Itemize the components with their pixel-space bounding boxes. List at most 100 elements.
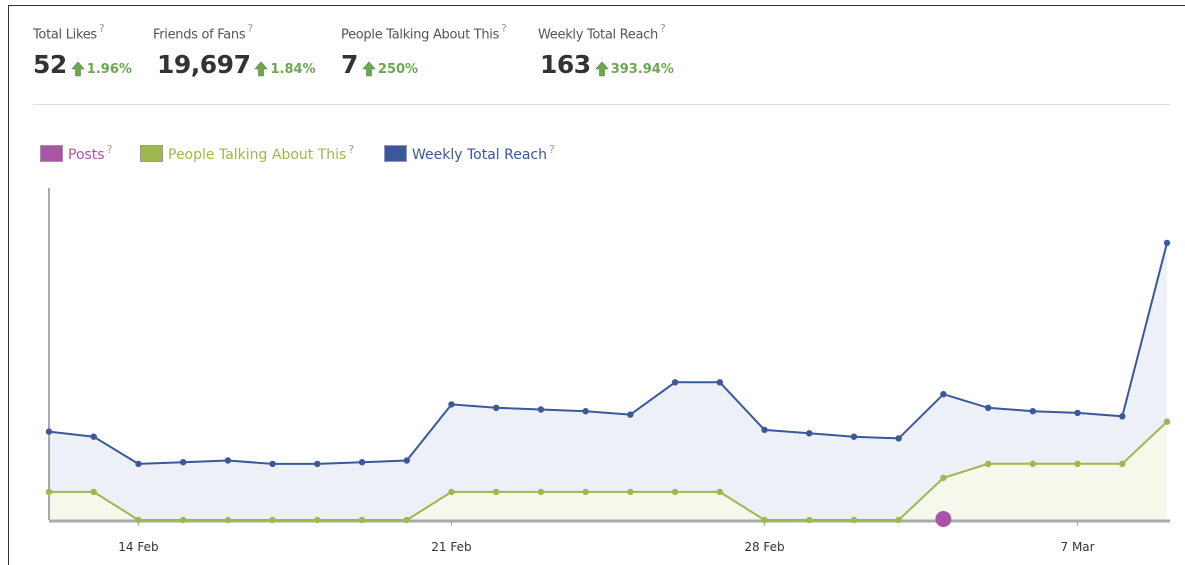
point bbox=[45, 488, 53, 496]
point bbox=[448, 401, 455, 408]
area bbox=[49, 242, 1167, 520]
point bbox=[403, 516, 410, 524]
point bbox=[45, 428, 53, 435]
point bbox=[179, 459, 187, 466]
help-icon[interactable]: ? bbox=[247, 22, 254, 35]
stat-change: 393.94% bbox=[610, 62, 674, 77]
point bbox=[179, 516, 187, 524]
legend-swatch bbox=[384, 145, 407, 162]
point bbox=[895, 435, 902, 442]
arrow-shape bbox=[362, 61, 376, 76]
frame-border bbox=[8, 5, 9, 565]
point bbox=[850, 516, 858, 524]
frame-border bbox=[8, 5, 1185, 6]
stat-value-box: 19,697 1.84% bbox=[157, 50, 316, 79]
point bbox=[1119, 413, 1126, 420]
stat-change: 1.84% bbox=[270, 62, 316, 77]
point bbox=[537, 488, 545, 496]
stat-value: 52 bbox=[33, 50, 67, 79]
point bbox=[850, 433, 858, 440]
legend-swatch bbox=[40, 145, 63, 162]
help-icon[interactable]: ? bbox=[107, 143, 113, 156]
legend-label: Weekly Total Reach bbox=[412, 147, 547, 163]
stat-label-box: Total Likes? bbox=[33, 22, 105, 42]
point bbox=[582, 408, 589, 415]
point bbox=[224, 516, 232, 524]
point bbox=[1074, 460, 1081, 468]
stat-label: Total Likes bbox=[33, 27, 97, 43]
point bbox=[895, 516, 902, 524]
separator bbox=[33, 104, 1170, 105]
point bbox=[269, 460, 276, 468]
point bbox=[90, 433, 97, 440]
point bbox=[314, 460, 321, 468]
point bbox=[984, 460, 992, 468]
stat-change: 250% bbox=[377, 62, 419, 77]
stat-label-box: People Talking About This? bbox=[341, 22, 507, 42]
legend-label: People Talking About This bbox=[168, 147, 346, 163]
point bbox=[761, 426, 768, 434]
x-tick-label: 7 Mar bbox=[1061, 540, 1095, 554]
stat-change: 1.96% bbox=[86, 62, 132, 77]
point bbox=[627, 488, 634, 496]
point bbox=[448, 488, 455, 496]
arrow-shape bbox=[254, 61, 269, 76]
point bbox=[806, 430, 813, 437]
stat-label-box: Weekly Total Reach? bbox=[538, 22, 666, 42]
point bbox=[627, 411, 634, 418]
point bbox=[1163, 418, 1171, 425]
point bbox=[1119, 460, 1126, 468]
stat-label-box: Friends of Fans? bbox=[153, 22, 253, 42]
point bbox=[716, 488, 723, 496]
help-icon[interactable]: ? bbox=[98, 22, 105, 35]
post-marker[interactable] bbox=[935, 511, 952, 527]
up-arrow bbox=[254, 61, 269, 76]
point bbox=[403, 457, 410, 464]
help-icon[interactable]: ? bbox=[501, 22, 507, 35]
legend-label: Posts bbox=[68, 147, 105, 163]
point bbox=[806, 516, 813, 524]
stat-value: 163 bbox=[540, 50, 591, 79]
help-icon[interactable]: ? bbox=[659, 22, 666, 35]
arrow-shape bbox=[595, 61, 609, 76]
x-tick-label: 21 Feb bbox=[431, 540, 471, 554]
point bbox=[493, 404, 500, 411]
point bbox=[358, 459, 366, 466]
point bbox=[224, 457, 232, 464]
line bbox=[49, 420, 1168, 521]
line bbox=[48, 242, 1168, 465]
stat-value-box: 163 393.94% bbox=[540, 50, 674, 79]
point bbox=[1163, 239, 1171, 247]
stat-label: Friends of Fans bbox=[153, 27, 246, 43]
point bbox=[269, 516, 276, 524]
point bbox=[135, 460, 142, 468]
point bbox=[1074, 409, 1081, 417]
point bbox=[940, 391, 947, 398]
stat-value-box: 52 1.96% bbox=[33, 50, 132, 79]
point bbox=[984, 404, 992, 411]
point bbox=[671, 379, 679, 386]
point bbox=[940, 474, 947, 482]
point bbox=[1029, 408, 1037, 415]
x-tick-label: 14 Feb bbox=[118, 540, 158, 554]
stat-label: Weekly Total Reach bbox=[538, 27, 658, 43]
point bbox=[761, 516, 768, 524]
point bbox=[671, 488, 679, 496]
area bbox=[49, 421, 1167, 520]
stat-value: 19,697 bbox=[157, 50, 251, 79]
help-icon[interactable]: ? bbox=[348, 143, 354, 156]
legend-swatch bbox=[140, 145, 163, 162]
point bbox=[716, 379, 723, 386]
point bbox=[582, 488, 589, 496]
help-icon[interactable]: ? bbox=[549, 143, 555, 156]
x-tick-label: 28 Feb bbox=[744, 540, 784, 554]
point bbox=[358, 516, 366, 524]
stat-value-box: 7 250% bbox=[341, 50, 418, 79]
point bbox=[314, 516, 321, 524]
up-arrow bbox=[362, 61, 376, 76]
point bbox=[135, 516, 142, 524]
point bbox=[537, 406, 545, 413]
point bbox=[90, 488, 97, 496]
